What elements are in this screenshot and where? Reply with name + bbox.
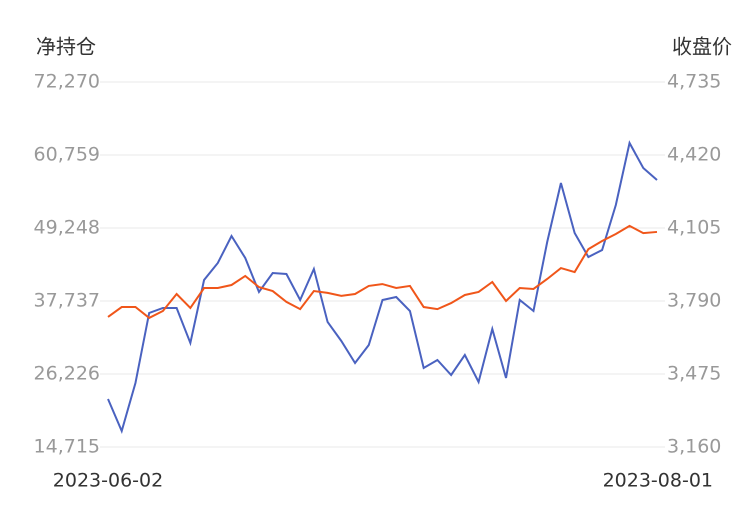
y2-tick-label: 4,105 xyxy=(667,217,721,239)
series-line xyxy=(107,140,658,434)
y-tick-label: 37,737 xyxy=(34,290,100,312)
y-tick-label: 60,759 xyxy=(34,144,100,166)
y2-tick-label: 3,160 xyxy=(667,436,721,458)
y2-tick-label: 3,475 xyxy=(667,363,721,385)
x-tick-label: 2023-08-01 xyxy=(603,470,713,492)
x-tick-label: 2023-06-02 xyxy=(53,470,163,492)
series-line xyxy=(107,224,658,320)
y2-axis-title: 收盘价 xyxy=(672,35,732,59)
y2-tick-label: 3,790 xyxy=(667,290,721,312)
y-tick-label: 14,715 xyxy=(34,436,100,458)
y-tick-label: 26,226 xyxy=(34,363,100,385)
y-axis-title: 净持仓 xyxy=(36,35,96,59)
y-tick-label: 49,248 xyxy=(34,217,100,239)
y2-tick-label: 4,420 xyxy=(667,144,721,166)
y2-tick-label: 4,735 xyxy=(667,71,721,93)
y-tick-label: 72,270 xyxy=(34,71,100,93)
